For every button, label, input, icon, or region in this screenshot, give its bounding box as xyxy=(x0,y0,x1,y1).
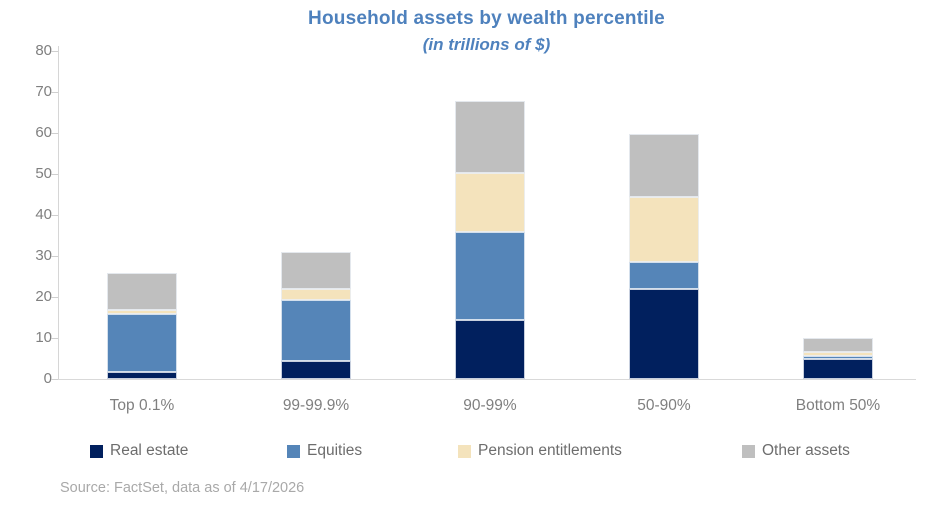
chart-subtitle: (in trillions of $) xyxy=(422,35,551,54)
chart-title: Household assets by wealth percentile xyxy=(308,8,665,29)
x-axis-line xyxy=(50,379,916,380)
bar-segment-real-estate xyxy=(455,320,525,379)
y-tick-label: 80 xyxy=(35,42,52,59)
stacked-bar-top-0-1- xyxy=(107,0,177,379)
y-tick-mark xyxy=(51,338,58,339)
y-tick-mark xyxy=(51,256,58,257)
legend-item-equities: Equities xyxy=(287,442,362,460)
legend-item-real-estate: Real estate xyxy=(90,442,188,460)
y-tick-mark xyxy=(51,92,58,93)
legend-item-pension-entitlements: Pension entitlements xyxy=(458,442,622,460)
legend-label: Real estate xyxy=(110,442,189,459)
legend-swatch-icon xyxy=(458,444,471,458)
y-tick-label: 10 xyxy=(35,329,52,346)
bar-segment-other-assets xyxy=(803,338,873,352)
bar-segment-pension-entitlements xyxy=(455,172,525,233)
legend-swatch-icon xyxy=(90,444,103,458)
y-tick-label: 70 xyxy=(35,83,52,100)
bar-segment-equities xyxy=(455,232,525,321)
y-tick-mark xyxy=(51,215,58,216)
bar-segment-pension-entitlements xyxy=(281,288,351,300)
y-tick-mark xyxy=(51,174,58,175)
y-tick-mark xyxy=(51,297,58,298)
legend-label: Equities xyxy=(307,442,363,459)
bar-segment-pension-entitlements xyxy=(803,351,873,357)
bar-segment-equities xyxy=(803,356,873,360)
y-tick-label: 40 xyxy=(35,206,52,223)
bar-segment-equities xyxy=(629,262,699,289)
y-tick-label: 20 xyxy=(35,288,52,305)
bar-segment-real-estate xyxy=(629,288,699,379)
y-tick-label: 60 xyxy=(35,124,52,141)
y-tick-mark xyxy=(51,379,58,380)
bar-segment-other-assets xyxy=(107,273,177,311)
legend-label: Other assets xyxy=(762,442,850,459)
bar-segment-pension-entitlements xyxy=(629,196,699,263)
y-tick-label: 30 xyxy=(35,247,52,264)
legend-swatch-icon xyxy=(287,444,300,458)
bar-segment-pension-entitlements xyxy=(107,310,177,315)
x-category-label: 90-99% xyxy=(463,397,517,414)
stacked-bar-90-99- xyxy=(455,0,525,379)
bar-segment-other-assets xyxy=(455,101,525,173)
y-tick-label: 50 xyxy=(35,165,52,182)
bar-segment-real-estate xyxy=(107,371,177,379)
x-category-label: 50-90% xyxy=(637,397,691,414)
y-axis-line xyxy=(58,46,59,379)
legend-item-other-assets: Other assets xyxy=(742,442,850,460)
bar-segment-equities xyxy=(281,299,351,362)
y-tick-label: 0 xyxy=(43,370,52,387)
legend-label: Pension entitlements xyxy=(478,442,622,459)
y-tick-mark xyxy=(51,51,58,52)
source-note: Source: FactSet, data as of 4/17/2026 xyxy=(60,480,305,496)
stacked-bar-50-90- xyxy=(629,0,699,379)
bar-segment-other-assets xyxy=(281,251,351,289)
y-tick-mark xyxy=(51,133,58,134)
legend-swatch-icon xyxy=(742,444,755,458)
stacked-bar-bottom-50- xyxy=(803,0,873,379)
x-category-label: Bottom 50% xyxy=(795,397,881,414)
bar-segment-equities xyxy=(107,314,177,372)
stacked-bar-99-99-9- xyxy=(281,0,351,379)
x-category-label: Top 0.1% xyxy=(109,397,175,414)
bar-segment-real-estate xyxy=(803,359,873,379)
bar-segment-real-estate xyxy=(281,361,351,379)
bar-segment-other-assets xyxy=(629,133,699,197)
x-category-label: 99-99.9% xyxy=(282,397,350,414)
